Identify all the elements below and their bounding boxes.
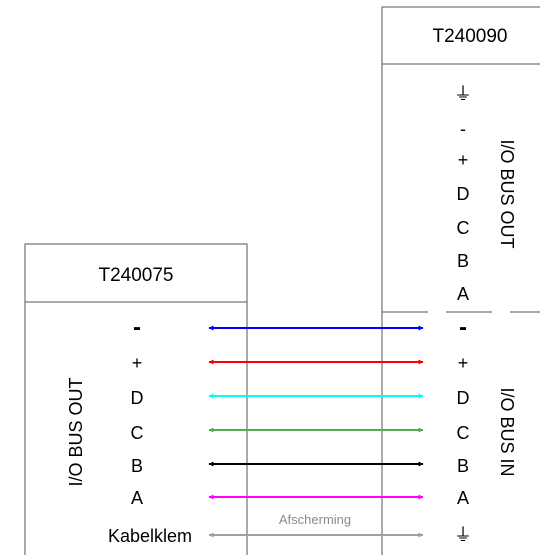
right-out-pin-a: A (457, 284, 469, 304)
right-in-pin-minus: - (459, 314, 467, 341)
left-pin-d: D (131, 388, 144, 408)
left-pin-plus: + (132, 353, 143, 373)
right-in-pin-a: A (457, 488, 469, 508)
right-module: T240090 I/O BUS OUT ⏚ - + D C B A I/O BU… (381, 6, 540, 555)
right-out-pin-b: B (457, 251, 469, 271)
right-out-pin-minus: - (460, 119, 466, 139)
left-module-title: T240075 (98, 265, 173, 286)
right-out-pin-plus: + (458, 150, 469, 170)
left-group-label: I/O BUS OUT (66, 377, 86, 486)
left-module-frame (24, 243, 248, 555)
right-out-ground-icon: ⏚ (454, 84, 472, 104)
right-out-pin-d: D (457, 184, 470, 204)
left-pin-minus: - (133, 314, 141, 341)
right-in-pin-b: B (457, 456, 469, 476)
left-pin-b: B (131, 456, 143, 476)
right-in-pin-plus: + (458, 353, 469, 373)
left-module: T240075 I/O BUS OUT - + D C B A Kabelkle… (24, 243, 248, 555)
right-in-pin-d: D (457, 388, 470, 408)
right-module-frame (381, 6, 540, 555)
left-cable-clamp-label: Kabelklem (108, 526, 192, 546)
shield-label: Afscherming (279, 512, 351, 527)
right-in-group-label: I/O BUS IN (497, 387, 517, 476)
left-pin-c: C (131, 423, 144, 443)
left-pin-a: A (131, 488, 143, 508)
wire-group (208, 325, 424, 538)
right-in-pin-c: C (457, 423, 470, 443)
right-out-pin-c: C (457, 218, 470, 238)
right-module-title: T240090 (432, 26, 507, 47)
right-in-ground-icon: ⏚ (454, 525, 472, 545)
right-out-group-label: I/O BUS OUT (497, 139, 517, 248)
